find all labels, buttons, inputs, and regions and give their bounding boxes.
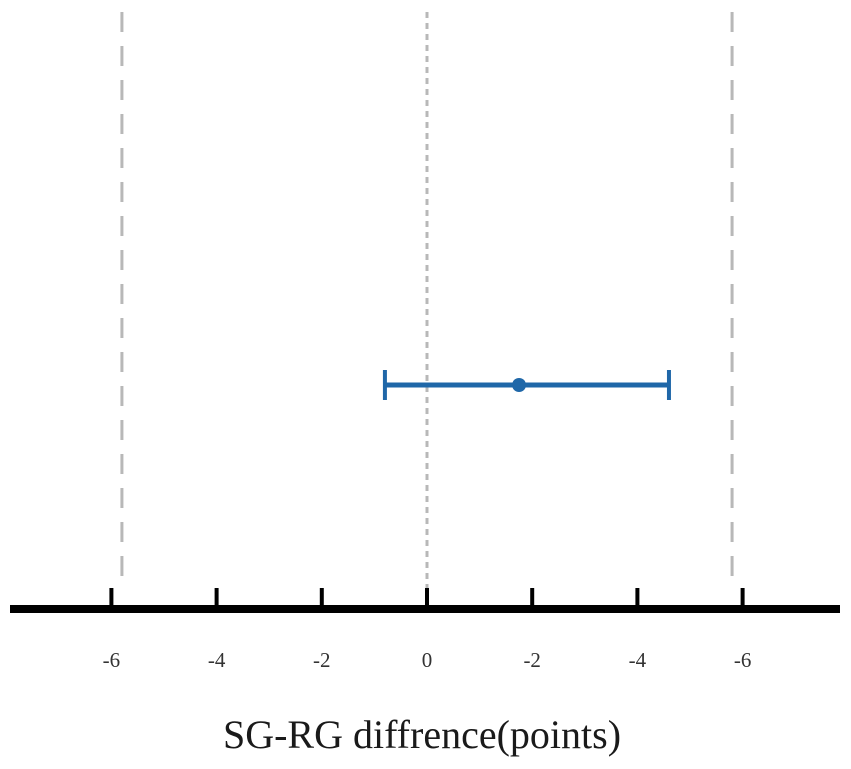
estimate-group [382, 370, 671, 400]
x-tick-label: -4 [629, 648, 647, 672]
x-tick-label: -6 [103, 648, 121, 672]
x-tick-label: -6 [734, 648, 752, 672]
reference-lines [120, 12, 734, 590]
x-tick-label: -2 [313, 648, 331, 672]
x-tick-label: 0 [422, 648, 433, 672]
x-tick-label: -4 [208, 648, 226, 672]
x-axis-title: SG-RG diffrence(points) [223, 712, 621, 757]
point-estimate [512, 378, 527, 392]
x-tick-label: -2 [523, 648, 541, 672]
x-axis-ticks: -6 -4 -2 0 -2 -4 -6 [103, 588, 752, 672]
